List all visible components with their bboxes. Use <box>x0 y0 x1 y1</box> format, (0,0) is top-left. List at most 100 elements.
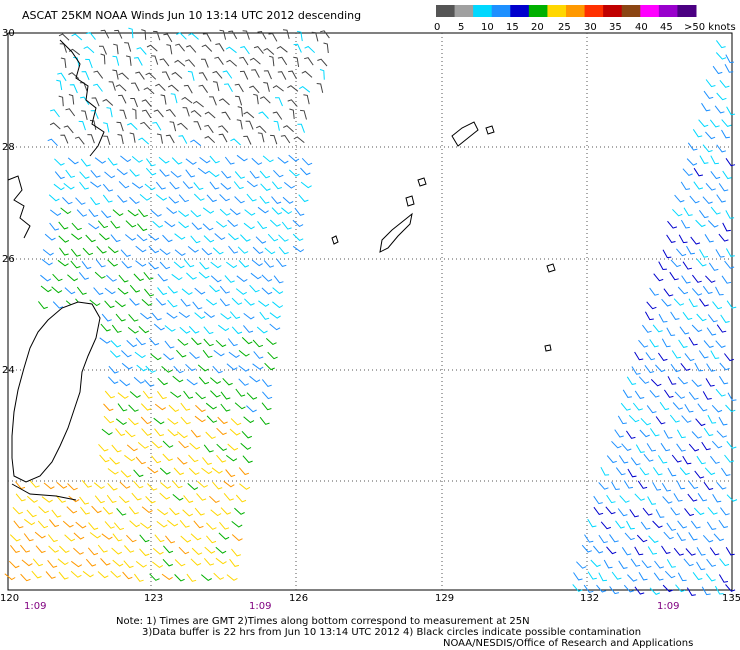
wind-barb <box>630 558 641 567</box>
wind-barb <box>224 83 233 92</box>
wind-barb <box>94 157 106 164</box>
wind-barb <box>189 351 200 359</box>
wind-barb <box>707 314 718 323</box>
wind-barb <box>58 235 70 243</box>
wind-barb <box>58 221 69 230</box>
wind-barb <box>101 313 112 322</box>
wind-barb <box>88 208 99 217</box>
wind-barb <box>91 97 100 107</box>
wind-barb <box>218 133 228 143</box>
wind-barb <box>174 249 186 257</box>
wind-barb <box>153 417 165 425</box>
wind-barb <box>710 455 720 464</box>
wind-barb <box>47 559 58 568</box>
wind-barb <box>623 480 633 489</box>
wind-barb <box>172 480 183 489</box>
wind-barb <box>173 261 185 269</box>
wind-barb <box>234 171 245 179</box>
wind-barb <box>134 573 144 582</box>
wind-barb <box>680 219 690 229</box>
wind-barb <box>234 507 245 515</box>
wind-barb <box>173 365 184 374</box>
wind-barb <box>716 144 727 153</box>
wind-barb <box>69 84 78 94</box>
wind-barb <box>684 353 695 362</box>
wind-barb <box>676 480 686 490</box>
wind-barb <box>13 520 24 529</box>
wind-barb <box>304 45 316 54</box>
wind-barb <box>698 210 709 219</box>
wind-barb <box>316 83 324 93</box>
wind-barb <box>620 402 631 411</box>
wind-barb <box>262 391 273 400</box>
wind-barb <box>725 248 735 257</box>
wind-barb <box>715 388 726 397</box>
wind-barb <box>710 206 721 215</box>
wind-barb <box>221 111 231 121</box>
wind-barb <box>650 379 662 387</box>
wind-barb <box>688 298 698 308</box>
wind-speed-legend <box>436 5 697 17</box>
wind-barb <box>155 194 167 201</box>
wind-barb <box>109 457 120 465</box>
wind-barb <box>137 442 149 449</box>
wind-barb <box>243 416 255 424</box>
wind-barb <box>724 260 735 269</box>
wind-barb <box>118 181 130 189</box>
note-line-1: Note: 1) Times are GMT 2)Times along bot… <box>116 616 530 627</box>
wind-barb <box>618 455 629 464</box>
wind-barb <box>49 222 60 231</box>
wind-barb <box>148 245 160 254</box>
wind-barb <box>187 483 199 491</box>
wind-barb <box>702 285 713 294</box>
legend-swatch <box>547 5 567 17</box>
wind-barb <box>108 365 119 374</box>
wind-barb <box>75 521 87 529</box>
wind-barb <box>140 403 152 411</box>
wind-barb <box>301 157 313 166</box>
wind-barb <box>102 183 114 192</box>
wind-barb <box>144 379 155 387</box>
wind-barb <box>183 84 193 94</box>
wind-barb <box>231 534 243 542</box>
wind-barb <box>47 534 58 543</box>
wind-barb <box>168 196 179 204</box>
wind-barb <box>234 196 245 204</box>
wind-barb <box>679 467 690 476</box>
wind-barb <box>634 390 645 399</box>
wind-barb <box>288 169 300 177</box>
wind-barb <box>159 492 171 500</box>
wind-barb <box>218 125 229 133</box>
wind-barb <box>253 93 259 105</box>
wind-barb <box>100 53 106 65</box>
wind-barb <box>91 505 102 514</box>
wind-barb <box>705 378 715 387</box>
wind-barb <box>166 44 173 55</box>
wind-barb <box>626 376 637 385</box>
wind-barb <box>150 55 159 65</box>
wind-barb <box>152 121 162 131</box>
wind-barb <box>283 125 294 133</box>
wind-barb <box>706 558 717 567</box>
wind-barb <box>638 376 650 384</box>
wind-barb <box>106 274 117 282</box>
wind-barb <box>255 125 267 134</box>
wind-barb <box>241 430 252 439</box>
wind-barb <box>124 42 132 52</box>
wind-barb <box>90 110 99 120</box>
wind-barb <box>140 312 152 320</box>
legend-label-35: 35 <box>609 22 622 33</box>
wind-barb <box>259 170 270 179</box>
taiwan-coastline <box>11 301 101 483</box>
wind-barb <box>73 56 80 67</box>
lon-label-123: 123 <box>144 593 163 604</box>
wind-barb <box>639 429 650 438</box>
wind-barb <box>294 207 305 216</box>
wind-barb <box>666 522 677 531</box>
wind-barb <box>110 340 122 348</box>
wind-barb <box>166 207 178 214</box>
wind-barb <box>78 271 89 280</box>
wind-barb <box>112 55 120 66</box>
wind-barb <box>106 107 113 118</box>
wind-barb <box>249 170 260 179</box>
